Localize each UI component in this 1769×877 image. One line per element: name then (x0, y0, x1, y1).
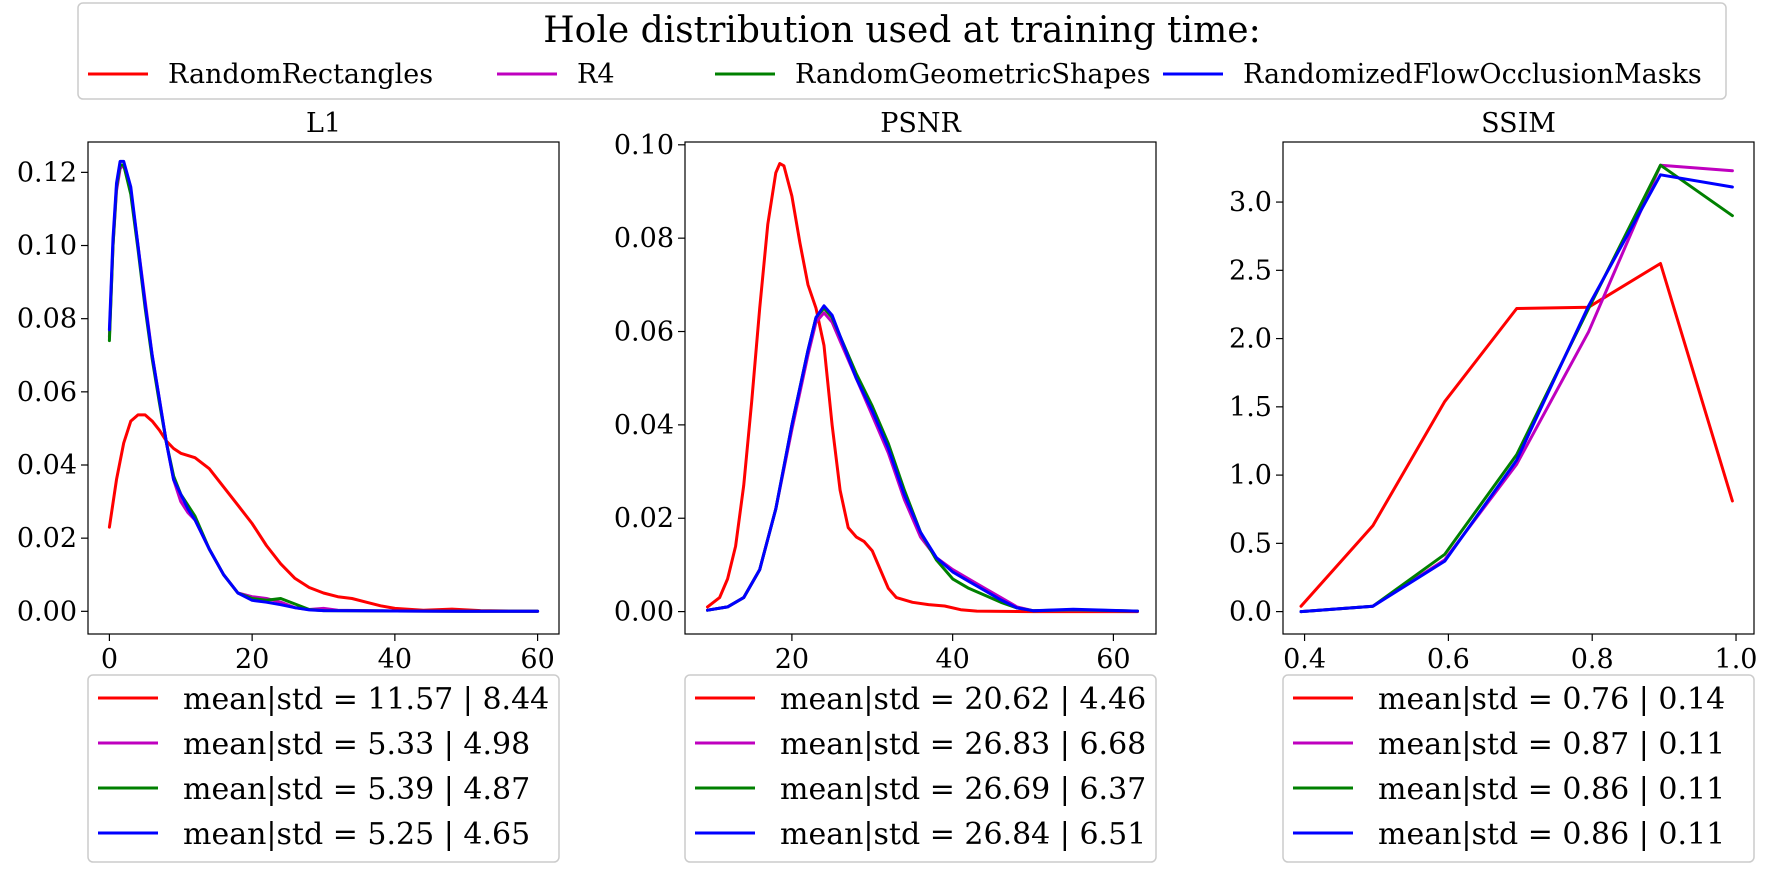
panel-legend-frame (684, 674, 1157, 863)
x-tick-label: 0.6 (1427, 644, 1470, 675)
y-tick-label: 0.10 (614, 130, 674, 161)
y-tick-label: 0.04 (17, 450, 77, 481)
series-line-3 (1299, 173, 1734, 614)
y-tick-label: 0.00 (17, 596, 77, 627)
series-line-0 (1299, 262, 1734, 608)
panel-legend-frame (87, 674, 560, 863)
top-legend-label-2: RandomGeometricShapes (795, 59, 1151, 90)
x-tick-label: 60 (520, 644, 554, 675)
panel-legend-label-3: mean|std = 0.86 | 0.11 (1378, 817, 1725, 852)
y-tick-label: 0.5 (1229, 528, 1272, 559)
series-line-2 (1299, 163, 1734, 614)
x-tick-label: 0 (101, 644, 118, 675)
y-tick-label: 1.0 (1229, 460, 1272, 491)
series-group (706, 162, 1139, 614)
series-line-0 (107, 413, 540, 613)
y-tick-label: 0.04 (614, 410, 674, 441)
y-tick-label: 1.5 (1229, 392, 1272, 423)
plot-frame (87, 141, 560, 635)
top-legend-label-3: RandomizedFlowOcclusionMasks (1243, 59, 1702, 90)
panel-title: L1 (306, 108, 341, 139)
top-legend-label-1: R4 (577, 59, 615, 90)
series-group (107, 159, 540, 613)
x-tick-label: 1.0 (1715, 644, 1758, 675)
y-tick-label: 0.08 (17, 304, 77, 335)
top-legend-label-0: RandomRectangles (168, 59, 433, 90)
x-tick-label: 40 (935, 644, 969, 675)
panel-psnr: PSNR 20 40 60 0.00 0.02 0.04 0.06 0.08 0.10 mean|s… (614, 108, 1157, 863)
panel-legend: mean|std = 0.76 | 0.14 mean|std = 0.87 | … (1282, 674, 1755, 863)
x-tick-label: 0.4 (1283, 644, 1326, 675)
panel-legend: mean|std = 20.62 | 4.46 mean|std = 26.83 … (684, 674, 1157, 863)
y-tick-label: 0.10 (17, 231, 77, 262)
panel-ssim: SSIM 0.4 0.6 0.8 1.0 0.0 0.5 1.0 1.5 2.0 2.5 3.0 mea… (1229, 108, 1758, 863)
panel-legend-label-2: mean|std = 5.39 | 4.87 (183, 772, 530, 807)
panel-legend-label-1: mean|std = 5.33 | 4.98 (183, 727, 530, 762)
y-tick-label: 0.08 (614, 223, 674, 254)
x-tick-label: 0.8 (1571, 644, 1614, 675)
y-tick-label: 0.06 (614, 317, 674, 348)
series-line-3 (107, 159, 540, 613)
x-tick-label: 20 (775, 644, 809, 675)
x-tick-label: 60 (1096, 644, 1130, 675)
top-legend: Hole distribution used at training time:… (77, 2, 1727, 100)
series-line-1 (1299, 163, 1734, 614)
panel-title: SSIM (1481, 108, 1556, 139)
y-tick-label: 0.02 (614, 503, 674, 534)
plot-frame (684, 141, 1157, 635)
legend-title: Hole distribution used at training time: (543, 10, 1260, 51)
panel-legend-label-1: mean|std = 0.87 | 0.11 (1378, 727, 1725, 762)
y-tick-label: 0.06 (17, 377, 77, 408)
plot-frame (1282, 141, 1755, 635)
y-tick-label: 0.0 (1229, 597, 1272, 628)
x-tick-label: 20 (235, 644, 269, 675)
panel-legend-label-0: mean|std = 11.57 | 8.44 (183, 682, 549, 717)
panel-title: PSNR (880, 108, 961, 139)
panel-l1: L1 0 20 40 60 0.00 0.02 0.04 0.06 0.08 0.10 0.12 mea… (17, 108, 560, 863)
panel-legend-label-0: mean|std = 0.76 | 0.14 (1378, 682, 1725, 717)
y-tick-label: 0.00 (614, 597, 674, 628)
top-legend-frame (77, 2, 1727, 100)
series-line-1 (706, 311, 1139, 613)
y-tick-label: 0.02 (17, 523, 77, 554)
series-line-0 (706, 162, 1139, 614)
y-tick-label: 2.5 (1229, 255, 1272, 286)
panel-legend: mean|std = 11.57 | 8.44 mean|std = 5.33 |… (87, 674, 560, 863)
panel-legend-label-3: mean|std = 5.25 | 4.65 (183, 817, 530, 852)
y-tick-label: 0.12 (17, 157, 77, 188)
y-tick-label: 3.0 (1229, 187, 1272, 218)
panel-legend-label-1: mean|std = 26.83 | 6.68 (780, 727, 1146, 762)
x-tick-label: 40 (378, 644, 412, 675)
y-tick-label: 2.0 (1229, 324, 1272, 355)
panel-legend-label-0: mean|std = 20.62 | 4.46 (780, 682, 1146, 717)
series-line-2 (706, 306, 1139, 613)
series-line-1 (107, 163, 540, 613)
series-line-3 (706, 304, 1139, 613)
panel-legend-frame (1282, 674, 1755, 863)
panel-legend-label-2: mean|std = 0.86 | 0.11 (1378, 772, 1725, 807)
panel-legend-label-3: mean|std = 26.84 | 6.51 (780, 817, 1146, 852)
panel-legend-label-2: mean|std = 26.69 | 6.37 (780, 772, 1146, 807)
series-line-2 (107, 163, 540, 613)
series-group (1299, 163, 1734, 614)
